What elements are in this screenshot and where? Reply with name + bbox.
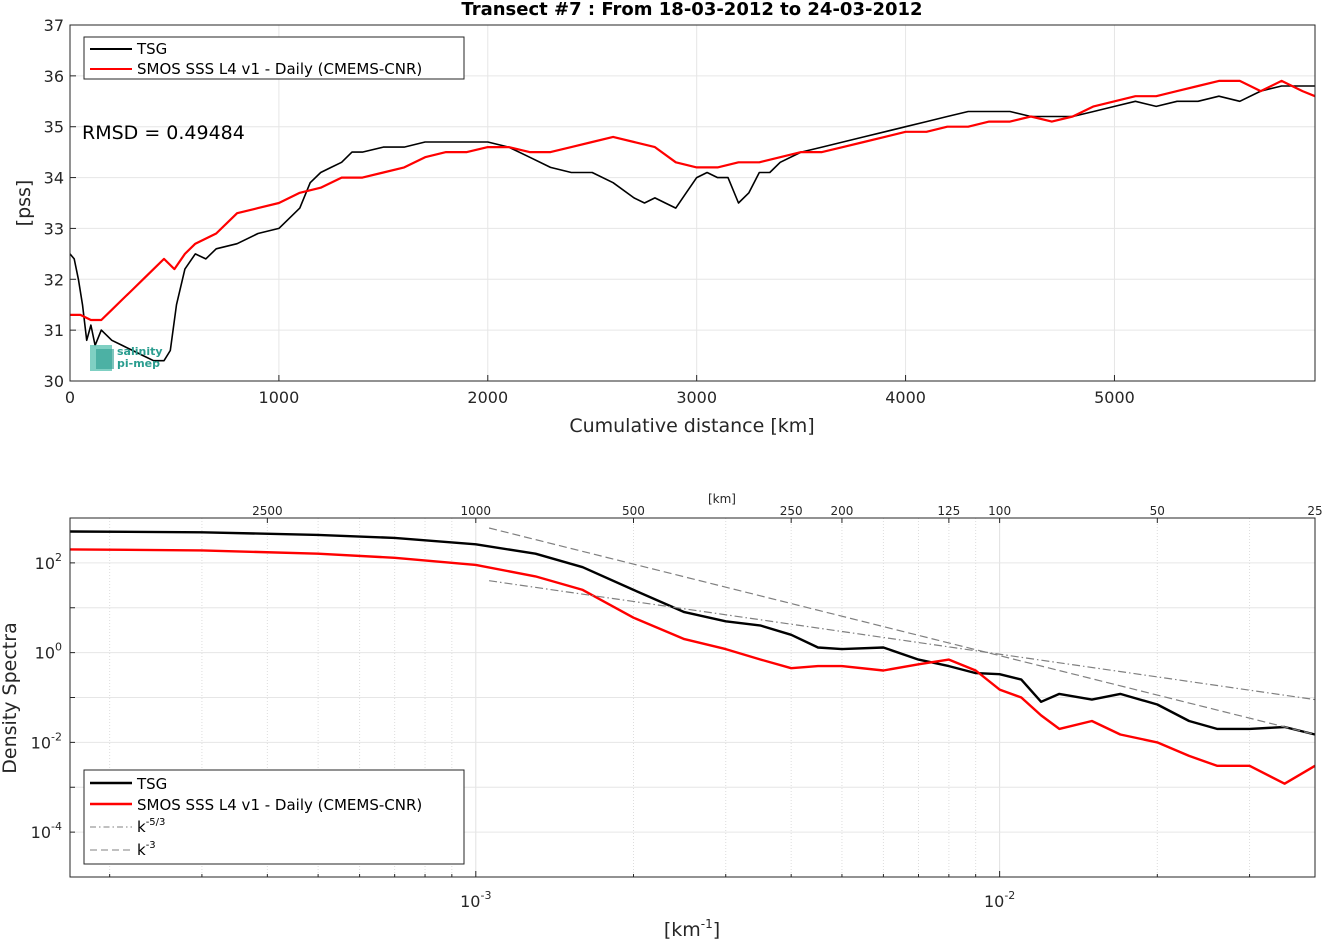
- top-x-tick-label: 1000: [259, 388, 300, 407]
- bottom-legend-box: [83, 769, 465, 865]
- top-km-tick-label: 250: [780, 504, 803, 518]
- logo-text-line1: salinity: [117, 345, 163, 358]
- top-x-axis-label: Cumulative distance [km]: [569, 415, 814, 437]
- top-legend-box: [83, 36, 465, 80]
- top-y-tick-label: 31: [44, 321, 64, 340]
- smos-salinity-line: [70, 79, 1316, 322]
- top-legend: TSG SMOS SSS L4 v1 - Daily (CMEMS-CNR): [83, 36, 465, 80]
- top-km-tick-label: 25: [1307, 504, 1322, 518]
- bottom-series-group: [69, 527, 1316, 785]
- salinity-pi-mep-logo: salinity pi-mep: [90, 345, 163, 371]
- bottom-y-tick-label: 10-2: [31, 730, 62, 752]
- top-legend-label-tsg: TSG: [136, 40, 167, 58]
- top-km-tick-label: 125: [937, 504, 960, 518]
- k-3-reference-line: [488, 527, 1316, 736]
- top-km-tick-label: 200: [830, 504, 853, 518]
- bottom-ticks: 10-3 10-2 102 100 10-2 10-4 2500 1000 500 250 200 1…: [31, 504, 1323, 911]
- top-y-tick-label: 30: [44, 372, 64, 391]
- top-x-tick-label: 0: [65, 388, 75, 407]
- bottom-legend: TSG SMOS SSS L4 v1 - Daily (CMEMS-CNR) k…: [83, 769, 465, 865]
- logo-text-line2: pi-mep: [117, 357, 160, 370]
- bottom-y-tick-label: 102: [35, 551, 62, 573]
- top-ticks: 0 1000 2000 3000 4000 5000 30 31 32 33 34 35 36 37: [44, 16, 1135, 407]
- top-km-tick-label: 500: [622, 504, 645, 518]
- top-axes-frame: [69, 24, 1316, 382]
- top-y-axis-label: [pss]: [13, 180, 35, 227]
- top-x-tick-label: 3000: [676, 388, 717, 407]
- top-km-tick-label: 50: [1150, 504, 1165, 518]
- bottom-x-tick-label: 10-2: [984, 889, 1015, 911]
- bottom-x-tick-label: 10-3: [460, 889, 491, 911]
- rmsd-annotation: RMSD = 0.49484: [82, 122, 245, 144]
- bottom-y-tick-label: 10-4: [31, 820, 62, 842]
- bottom-x-axis-label: [km-1]: [664, 917, 720, 941]
- top-x-tick-label: 4000: [885, 388, 926, 407]
- top-x-tick-label: 5000: [1094, 388, 1135, 407]
- top-legend-label-smos: SMOS SSS L4 v1 - Daily (CMEMS-CNR): [137, 60, 422, 78]
- bottom-legend-label-tsg: TSG: [136, 775, 167, 793]
- smos-spectrum-line: [69, 548, 1316, 785]
- bottom-y-axis-label: Density Spectra: [0, 622, 21, 773]
- salinity-transect-chart: 0 1000 2000 3000 4000 5000 30 31 32 33 34 35 36 37 Tr…: [13, 0, 1316, 437]
- top-y-tick-label: 33: [44, 219, 64, 238]
- top-y-tick-label: 32: [44, 270, 64, 289]
- top-y-tick-label: 36: [44, 67, 64, 86]
- bottom-y-tick-label: 100: [35, 641, 62, 663]
- top-y-tick-label: 35: [44, 118, 64, 137]
- top-y-tick-label: 34: [44, 169, 64, 188]
- top-x-tick-label: 2000: [467, 388, 508, 407]
- top-chart-title: Transect #7 : From 18-03-2012 to 24-03-2…: [461, 0, 922, 20]
- top-km-tick-label: 2500: [252, 504, 283, 518]
- top-km-tick-label: 100: [988, 504, 1011, 518]
- top-series-group: [69, 79, 1316, 362]
- density-spectra-chart: 10-3 10-2 102 100 10-2 10-4 2500 1000 500 250 200 1…: [0, 492, 1323, 941]
- bottom-legend-label-smos: SMOS SSS L4 v1 - Daily (CMEMS-CNR): [137, 796, 422, 814]
- top-km-tick-label: 1000: [461, 504, 492, 518]
- top-y-tick-label: 37: [44, 16, 64, 35]
- tsg-spectrum-line: [69, 530, 1316, 736]
- top-km-axis-label: [km]: [708, 492, 736, 506]
